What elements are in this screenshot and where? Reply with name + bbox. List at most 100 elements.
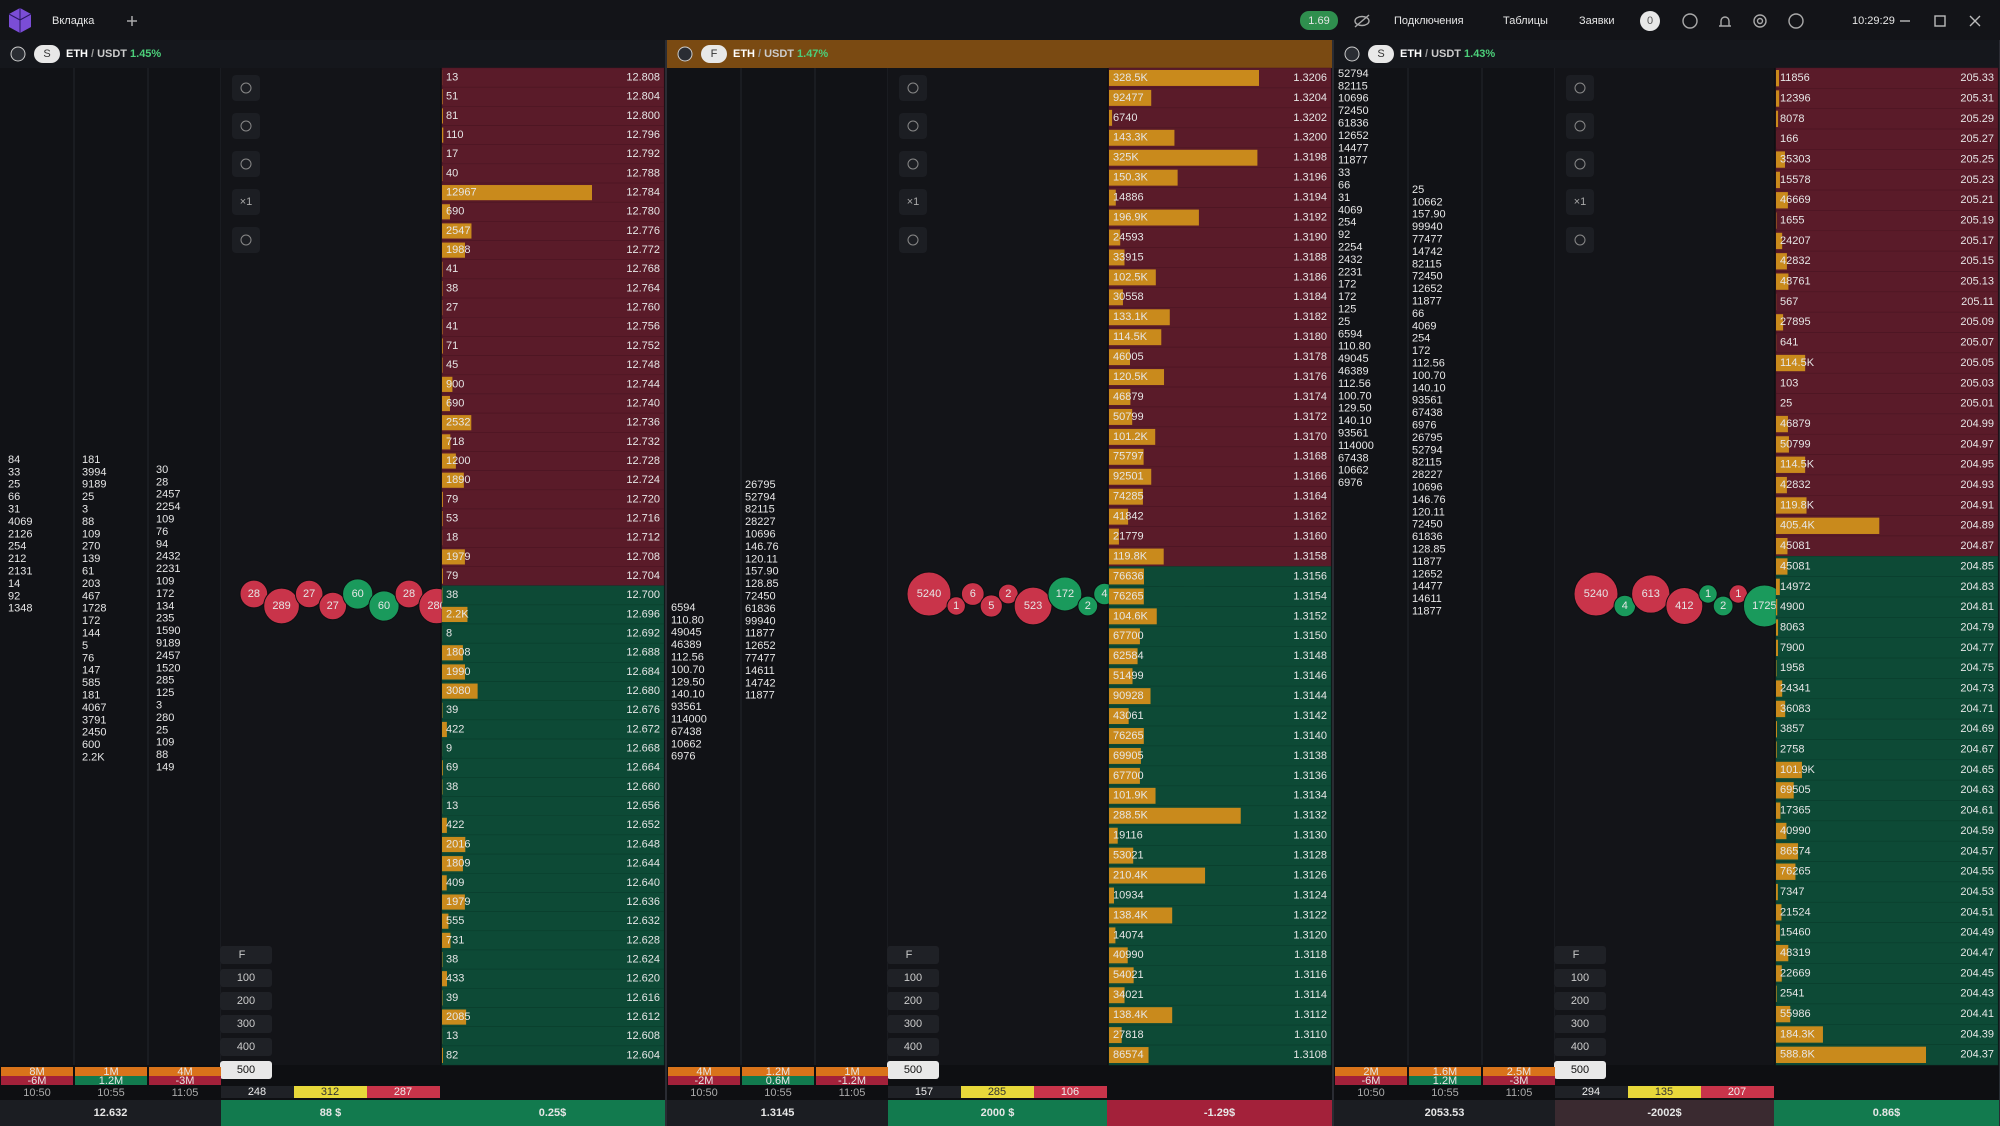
scale-label[interactable]: 100 — [237, 972, 255, 984]
scale-label[interactable]: 500 — [237, 1064, 255, 1076]
menu-item[interactable]: Заявки — [1579, 15, 1615, 27]
tool-icon[interactable] — [240, 158, 252, 170]
scale-button[interactable] — [220, 1015, 272, 1033]
scale-label[interactable]: 400 — [904, 1041, 922, 1053]
tool-button[interactable] — [1566, 189, 1594, 215]
pnl: -1.29$ — [1204, 1107, 1235, 1119]
tool-button[interactable] — [899, 189, 927, 215]
window-controls[interactable] — [1900, 15, 1981, 27]
book-price: 205.33 — [1960, 72, 1994, 84]
scale-button[interactable] — [887, 1015, 939, 1033]
zoom[interactable]: ×1 — [240, 196, 253, 208]
scale-button[interactable] — [1554, 969, 1606, 987]
book-price: 1.3120 — [1293, 929, 1327, 941]
scale-label[interactable]: 300 — [1571, 1018, 1589, 1030]
tab[interactable]: Вкладка — [52, 15, 95, 27]
scale-label[interactable]: 100 — [904, 972, 922, 984]
scale-label[interactable]: 400 — [237, 1041, 255, 1053]
tool-button[interactable] — [1566, 75, 1594, 101]
scale-button[interactable] — [220, 1061, 272, 1079]
book-price: 205.05 — [1960, 357, 1994, 369]
scale-button[interactable] — [220, 946, 272, 964]
scale-label[interactable]: 500 — [1571, 1064, 1589, 1076]
icons[interactable] — [1682, 13, 1804, 29]
menu-item[interactable]: Таблицы — [1503, 15, 1548, 27]
scale-label[interactable]: F — [1573, 949, 1580, 961]
book-price: 1.3138 — [1293, 750, 1327, 762]
tool-button[interactable] — [1566, 227, 1594, 253]
tool-button[interactable] — [899, 227, 927, 253]
book-size: 102.5K — [1113, 271, 1149, 283]
tool-button[interactable] — [232, 75, 260, 101]
cluster-value: 82115 — [745, 504, 775, 516]
cluster-value: 25 — [8, 479, 20, 491]
tool-icon[interactable] — [1574, 234, 1586, 246]
size-bar — [1109, 887, 1114, 904]
tool-icon[interactable] — [240, 82, 252, 94]
total-buy — [149, 1067, 221, 1076]
tool-button[interactable] — [899, 75, 927, 101]
book-size: 76265 — [1113, 730, 1144, 742]
tool-icon[interactable] — [1574, 120, 1586, 132]
scale-button[interactable] — [220, 992, 272, 1010]
tool-button[interactable] — [1566, 113, 1594, 139]
tool-icon[interactable] — [1574, 158, 1586, 170]
tool-button[interactable] — [232, 151, 260, 177]
scale-label[interactable]: 100 — [1571, 972, 1589, 984]
scale-button[interactable] — [220, 1038, 272, 1056]
tool-button[interactable] — [232, 113, 260, 139]
scale-button[interactable] — [1554, 1061, 1606, 1079]
size-bar — [442, 510, 443, 527]
book-size: 69 — [446, 762, 458, 774]
book-size: 21524 — [1780, 906, 1811, 918]
scale-label[interactable]: 200 — [237, 995, 255, 1007]
tool-icon[interactable] — [1574, 82, 1586, 94]
scale-button[interactable] — [887, 969, 939, 987]
scale-label[interactable]: 400 — [1571, 1041, 1589, 1053]
scale-button[interactable] — [887, 1061, 939, 1079]
scale-button[interactable] — [887, 1038, 939, 1056]
zoom[interactable]: ×1 — [907, 196, 920, 208]
scale-label[interactable]: 300 — [237, 1018, 255, 1030]
scale-button[interactable] — [1554, 946, 1606, 964]
cluster-value: 12652 — [1412, 283, 1443, 295]
tool-icon[interactable] — [907, 82, 919, 94]
zoom[interactable]: ×1 — [1574, 196, 1587, 208]
size-bar — [1776, 965, 1782, 982]
size-bar — [1109, 329, 1162, 346]
tool-button[interactable] — [899, 151, 927, 177]
cluster-value: 31 — [1338, 192, 1350, 204]
scale-label[interactable]: 300 — [904, 1018, 922, 1030]
scale-label[interactable]: 500 — [904, 1064, 922, 1076]
scale-button[interactable] — [1554, 1015, 1606, 1033]
menu-item[interactable]: Подключения — [1394, 15, 1464, 27]
book-size: 555 — [446, 915, 464, 927]
scale-button[interactable] — [1554, 1038, 1606, 1056]
eye-icon[interactable] — [1354, 14, 1370, 28]
book-size: 166 — [1780, 133, 1798, 145]
scale-label[interactable]: F — [239, 949, 246, 961]
scale-button[interactable] — [220, 969, 272, 987]
tool-icon[interactable] — [907, 158, 919, 170]
last-price-box — [667, 1100, 888, 1126]
scale-label[interactable]: 200 — [904, 995, 922, 1007]
scale-label[interactable]: 200 — [1571, 995, 1589, 1007]
book-size: 1979 — [446, 896, 470, 908]
scale-button[interactable] — [887, 992, 939, 1010]
tool-icon[interactable] — [907, 234, 919, 246]
book-price: 12.636 — [626, 896, 660, 908]
tool-button[interactable] — [232, 227, 260, 253]
add-tab[interactable] — [127, 16, 137, 26]
scale-button[interactable] — [887, 946, 939, 964]
tool-icon[interactable] — [240, 120, 252, 132]
scale-label[interactable]: F — [906, 949, 913, 961]
tool-button[interactable] — [1566, 151, 1594, 177]
tool-button[interactable] — [899, 113, 927, 139]
scale-button[interactable] — [1554, 992, 1606, 1010]
tool-icon[interactable] — [240, 234, 252, 246]
tool-button[interactable] — [232, 189, 260, 215]
balance-cell — [1628, 1086, 1701, 1098]
tool-icon[interactable] — [907, 120, 919, 132]
book-size: 50799 — [1780, 438, 1811, 450]
cluster-value: 10662 — [671, 738, 702, 750]
